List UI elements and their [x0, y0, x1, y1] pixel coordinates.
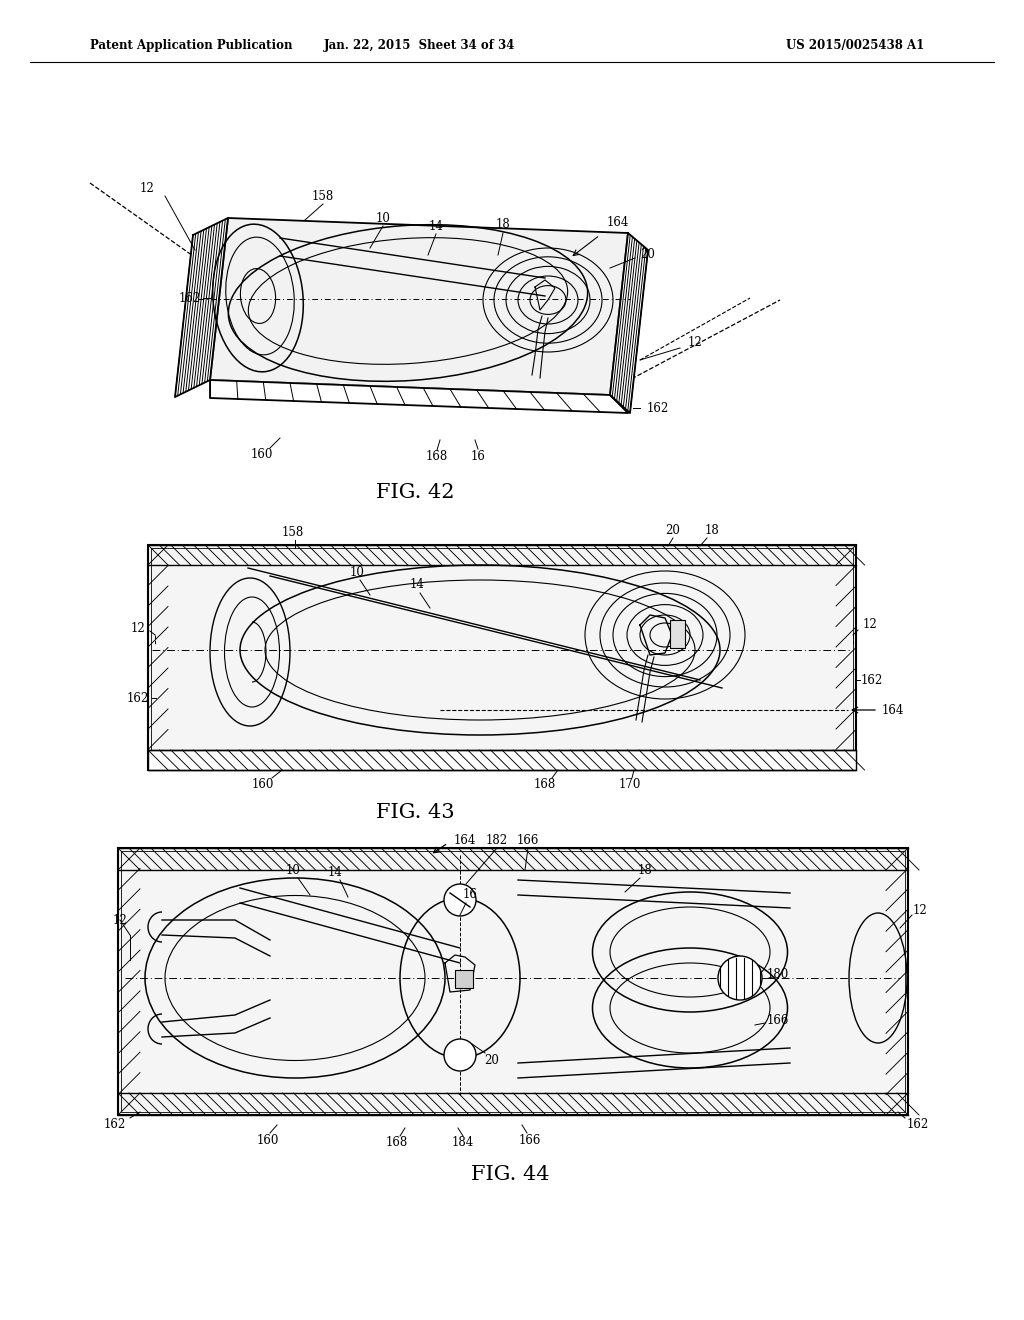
Bar [118, 847, 908, 1115]
Text: 164: 164 [882, 704, 904, 717]
Bar [151, 548, 853, 767]
Polygon shape [210, 218, 628, 395]
Text: 14: 14 [429, 219, 443, 232]
Text: 10: 10 [376, 211, 390, 224]
Circle shape [444, 884, 476, 916]
Text: 164: 164 [607, 215, 629, 228]
Text: US 2015/0025438 A1: US 2015/0025438 A1 [785, 40, 924, 53]
Text: 180: 180 [767, 969, 790, 982]
Text: 18: 18 [638, 863, 652, 876]
Text: 18: 18 [496, 219, 510, 231]
Text: 14: 14 [410, 578, 424, 591]
Text: 16: 16 [463, 888, 477, 902]
Bar [455, 970, 473, 987]
Polygon shape [610, 234, 648, 413]
Text: 170: 170 [618, 779, 641, 792]
Text: 162: 162 [179, 292, 201, 305]
Text: 160: 160 [251, 449, 273, 462]
Polygon shape [210, 380, 628, 413]
Text: 20: 20 [484, 1053, 500, 1067]
Bar [148, 750, 856, 770]
Text: 20: 20 [666, 524, 680, 536]
Text: 162: 162 [907, 1118, 929, 1131]
Text: 166: 166 [519, 1134, 542, 1147]
Text: 162: 162 [127, 692, 150, 705]
Text: 16: 16 [471, 450, 485, 462]
Bar [121, 851, 905, 1111]
Text: 20: 20 [641, 248, 655, 260]
Text: Jan. 22, 2015  Sheet 34 of 34: Jan. 22, 2015 Sheet 34 of 34 [325, 40, 516, 53]
Text: 12: 12 [862, 619, 878, 631]
Text: FIG. 43: FIG. 43 [376, 803, 455, 821]
Text: 160: 160 [257, 1134, 280, 1147]
Text: 158: 158 [312, 190, 334, 202]
Text: 166: 166 [517, 833, 540, 846]
Text: 12: 12 [113, 913, 127, 927]
Text: 182: 182 [486, 833, 508, 846]
Text: 162: 162 [647, 401, 669, 414]
Bar [670, 620, 685, 648]
Text: FIG. 44: FIG. 44 [471, 1166, 549, 1184]
Text: 166: 166 [767, 1014, 790, 1027]
Text: 162: 162 [861, 673, 883, 686]
Text: 18: 18 [705, 524, 720, 536]
Text: 168: 168 [426, 450, 449, 463]
Text: 160: 160 [252, 779, 274, 792]
Circle shape [444, 1039, 476, 1071]
Text: 10: 10 [349, 565, 365, 578]
Text: 164: 164 [454, 833, 476, 846]
Bar [148, 545, 856, 770]
Text: 12: 12 [131, 622, 145, 635]
Circle shape [718, 956, 762, 1001]
Text: FIG. 42: FIG. 42 [376, 483, 455, 502]
Text: 184: 184 [452, 1137, 474, 1150]
Text: Patent Application Publication: Patent Application Publication [90, 40, 293, 53]
Text: 168: 168 [386, 1137, 409, 1150]
Text: 168: 168 [534, 779, 556, 792]
Text: 10: 10 [286, 863, 300, 876]
Text: 12: 12 [139, 181, 155, 194]
Text: 12: 12 [688, 337, 702, 350]
Text: 14: 14 [328, 866, 342, 879]
Text: 158: 158 [282, 525, 304, 539]
Text: 12: 12 [912, 903, 928, 916]
Polygon shape [175, 218, 228, 397]
Text: 162: 162 [103, 1118, 126, 1131]
